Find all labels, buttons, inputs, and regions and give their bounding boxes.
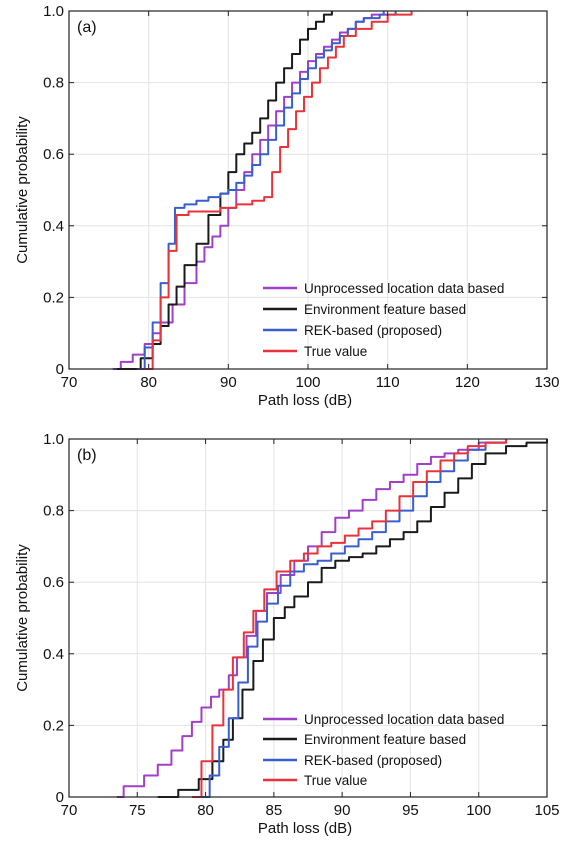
x-tick-label: 70 xyxy=(61,802,78,819)
legend-label-2: REK-based (proposed) xyxy=(304,323,442,338)
legend-label-3: True value xyxy=(304,344,367,359)
x-axis-title: Path loss (dB) xyxy=(258,820,352,837)
x-tick-label: 100 xyxy=(295,374,320,391)
x-tick-label: 90 xyxy=(220,374,237,391)
y-axis-title: Cumulative probability xyxy=(14,116,31,264)
chart-panel-1: 70 75 80 85 90 95 100 105 0 0.2 0.4 0.6 0.8 1.0 Path l… xyxy=(14,431,560,837)
y-tick-label: 0 xyxy=(56,361,64,378)
y-tick-label: 0.2 xyxy=(43,289,64,306)
chart-panel-0: 70 80 90 100 110 120 130 0 0.2 0.4 0.6 0.8 1.0 Path l… xyxy=(14,3,560,409)
y-tick-label: 0 xyxy=(56,789,64,806)
y-tick-label: 0.2 xyxy=(43,717,64,734)
panel-label: (a) xyxy=(77,19,97,36)
series-line-0 xyxy=(116,439,508,798)
y-tick-label: 0.6 xyxy=(43,574,64,591)
x-tick-label: 70 xyxy=(61,374,78,391)
y-tick-label: 0.6 xyxy=(43,146,64,163)
y-tick-label: 0.4 xyxy=(43,218,64,235)
panel-label: (b) xyxy=(77,447,97,464)
legend-label-0: Unprocessed location data based xyxy=(304,281,504,296)
series-line-1 xyxy=(116,11,333,370)
x-tick-label: 105 xyxy=(534,802,559,819)
y-tick-label: 0.8 xyxy=(43,503,64,520)
y-tick-label: 0.4 xyxy=(43,646,64,663)
series-line-3 xyxy=(191,439,508,798)
legend-label-1: Environment feature based xyxy=(304,732,466,747)
x-tick-label: 75 xyxy=(129,802,146,819)
plot-frame xyxy=(68,438,548,798)
legend-label-1: Environment feature based xyxy=(304,302,466,317)
x-tick-label: 110 xyxy=(376,374,400,391)
x-tick-label: 85 xyxy=(266,802,283,819)
x-tick-label: 80 xyxy=(140,374,157,391)
series-line-2 xyxy=(136,11,397,370)
series-line-1 xyxy=(157,439,548,798)
y-axis-title: Cumulative probability xyxy=(14,544,31,692)
x-tick-label: 120 xyxy=(455,374,480,391)
x-tick-label: 95 xyxy=(402,802,419,819)
x-tick-label: 80 xyxy=(197,802,214,819)
legend-label-2: REK-based (proposed) xyxy=(304,753,442,768)
series-line-3 xyxy=(144,11,413,370)
x-tick-label: 90 xyxy=(334,802,351,819)
y-tick-label: 1.0 xyxy=(43,3,64,20)
x-tick-label: 130 xyxy=(534,374,559,391)
x-tick-label: 100 xyxy=(466,802,491,819)
y-tick-label: 0.8 xyxy=(43,75,64,92)
legend-label-3: True value xyxy=(304,773,367,788)
y-tick-label: 1.0 xyxy=(43,431,64,448)
legend-label-0: Unprocessed location data based xyxy=(304,712,504,727)
x-axis-title: Path loss (dB) xyxy=(258,392,352,409)
